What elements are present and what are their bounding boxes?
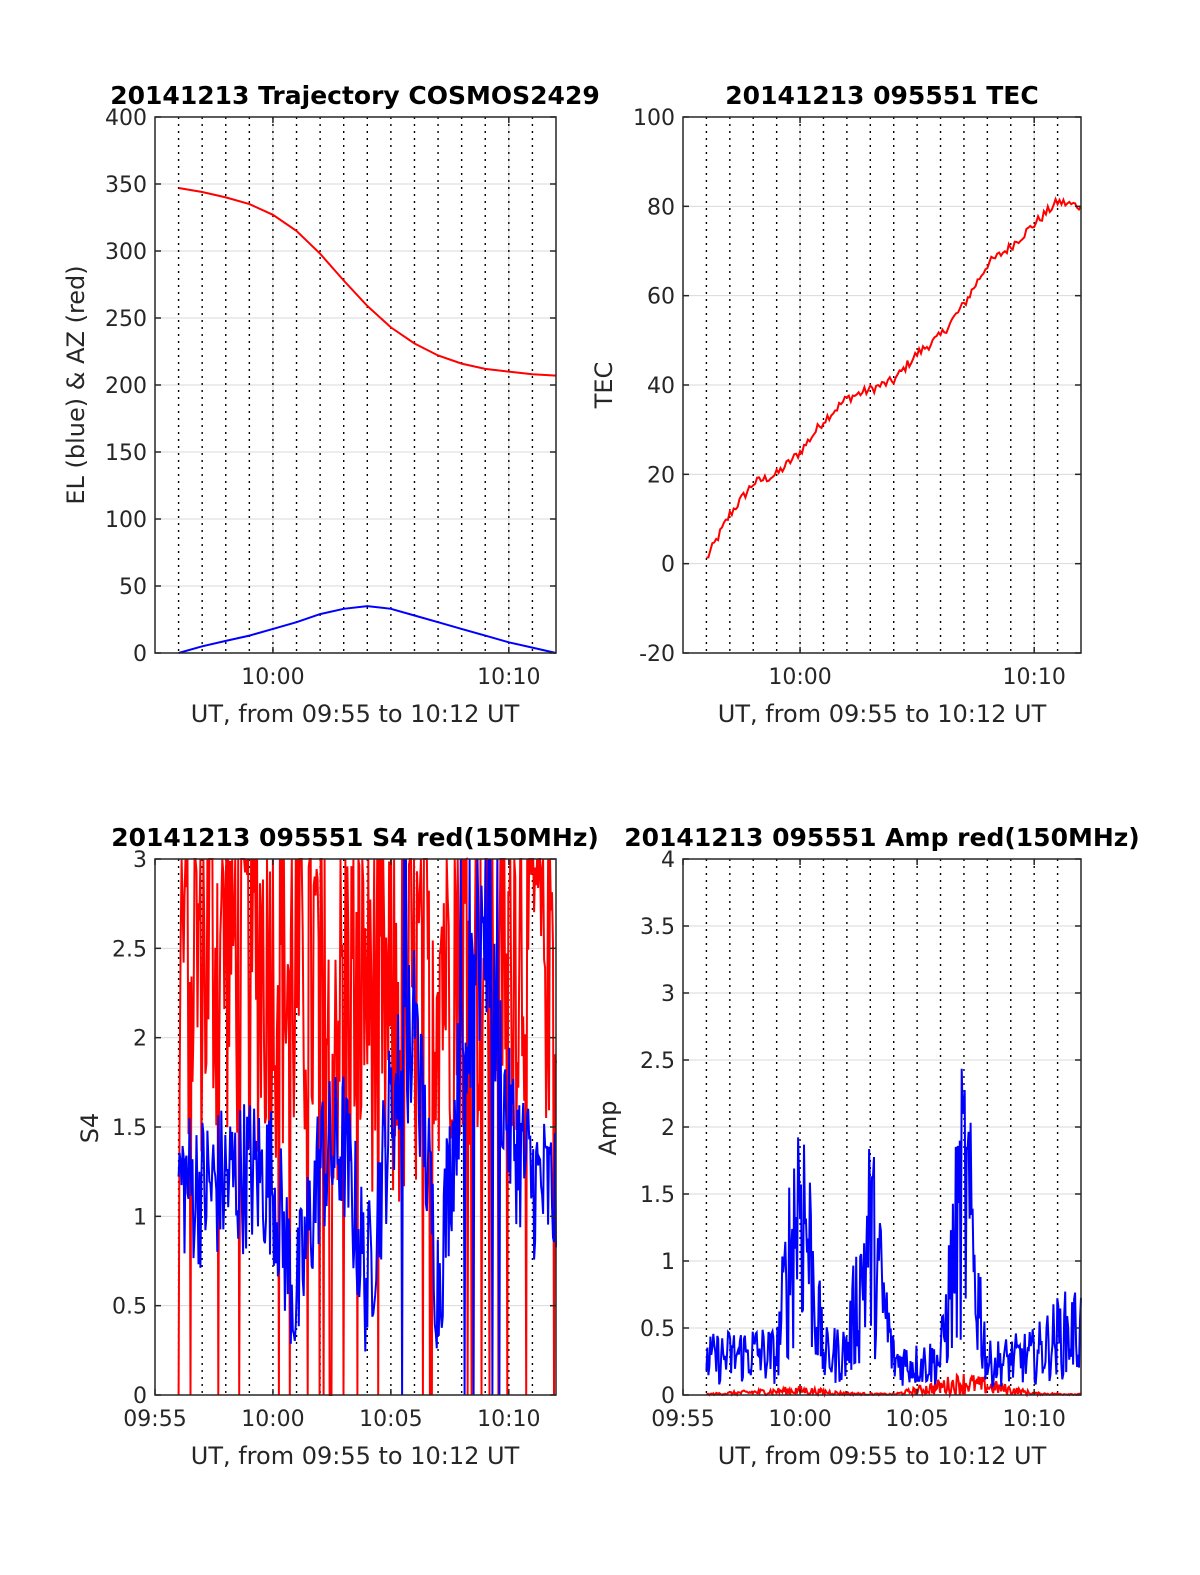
y-tick-label: 80 xyxy=(647,195,675,220)
panel-s4-ylabel: S4 xyxy=(76,1113,104,1144)
y-tick-label: 60 xyxy=(647,285,675,310)
panel-tec-xlabel: UT, from 09:55 to 10:12 UT xyxy=(718,700,1047,728)
y-tick-label: 350 xyxy=(105,173,147,198)
panel-trajectory-ylabel: EL (blue) & AZ (red) xyxy=(62,265,90,504)
panel-trajectory-title: 20141213 Trajectory COSMOS2429 xyxy=(110,81,600,110)
x-tick-label: 10:10 xyxy=(1002,665,1065,690)
y-tick-label: 1 xyxy=(133,1205,147,1230)
panel-tec-title: 20141213 095551 TEC xyxy=(725,81,1038,110)
y-tick-label: 2 xyxy=(133,1027,147,1052)
y-tick-label: 20 xyxy=(647,463,675,488)
y-tick-label: 0 xyxy=(661,553,675,578)
x-tick-label: 10:10 xyxy=(1002,1407,1065,1432)
x-tick-label: 10:05 xyxy=(359,1407,422,1432)
series-line-red xyxy=(705,1372,1082,1399)
panel-amp: 20141213 095551 Amp red(150MHz) UT, from… xyxy=(594,823,1140,1470)
x-tick-label: 10:00 xyxy=(241,1407,304,1432)
y-tick-label: 1 xyxy=(661,1250,675,1275)
panel-tec: 20141213 095551 TEC UT, from 09:55 to 10… xyxy=(590,81,1082,728)
series-line-blue xyxy=(178,605,557,654)
y-tick-label: 2 xyxy=(661,1116,675,1141)
y-tick-label: 300 xyxy=(105,240,147,265)
panel-trajectory: 20141213 Trajectory COSMOS2429 UT, from … xyxy=(62,81,600,728)
panel-amp-xlabel: UT, from 09:55 to 10:12 UT xyxy=(718,1442,1047,1470)
x-tick-label: 10:10 xyxy=(477,1407,540,1432)
y-tick-label: 50 xyxy=(119,575,147,600)
y-tick-label: 4 xyxy=(661,848,675,873)
x-tick-label: 10:00 xyxy=(241,665,304,690)
y-tick-label: 1.5 xyxy=(112,1116,147,1141)
panel-s4-axes: 0 0.5 1 1.5 2 2.5 3 09:55 10:00 10:05 10:10 xyxy=(112,848,557,1432)
panel-amp-ylabel: Amp xyxy=(594,1100,622,1155)
panel-tec-ylabel: TEC xyxy=(590,362,618,410)
panel-amp-axes: 0 0.5 1 1.5 2 2.5 3 3.5 4 09:55 10:00 10:05 10:10 xyxy=(640,848,1082,1432)
panel-s4: 20141213 095551 S4 red(150MHz) UT, from … xyxy=(76,823,599,1470)
y-tick-label: 150 xyxy=(105,441,147,466)
panel-s4-xlabel: UT, from 09:55 to 10:12 UT xyxy=(191,1442,520,1470)
panel-tec-axes: -20 0 20 40 60 80 100 10:00 10:10 xyxy=(633,106,1082,690)
y-tick-label: 200 xyxy=(105,374,147,399)
y-tick-label: 0.5 xyxy=(112,1295,147,1320)
y-tick-label: 2.5 xyxy=(112,937,147,962)
y-tick-label: -20 xyxy=(639,642,675,667)
y-tick-label: 100 xyxy=(633,106,675,131)
y-tick-label: 3.5 xyxy=(640,915,675,940)
panel-trajectory-axes: 0 50 100 150 200 250 300 350 400 10:00 10:10 xyxy=(105,106,557,690)
series-line-blue xyxy=(177,858,557,1396)
x-tick-label: 10:10 xyxy=(477,665,540,690)
panel-trajectory-xlabel: UT, from 09:55 to 10:12 UT xyxy=(191,700,520,728)
y-tick-label: 40 xyxy=(647,374,675,399)
series-line-red xyxy=(178,187,557,377)
y-tick-label: 3 xyxy=(661,982,675,1007)
y-tick-label: 3 xyxy=(133,848,147,873)
panel-s4-title: 20141213 095551 S4 red(150MHz) xyxy=(111,823,599,852)
y-tick-label: 250 xyxy=(105,307,147,332)
series-line-red xyxy=(706,196,1082,559)
y-tick-label: 400 xyxy=(105,106,147,131)
y-tick-label: 0 xyxy=(133,642,147,667)
y-tick-label: 0 xyxy=(661,1384,675,1409)
y-tick-label: 1.5 xyxy=(640,1183,675,1208)
y-tick-label: 0.5 xyxy=(640,1317,675,1342)
y-tick-label: 0 xyxy=(133,1384,147,1409)
y-tick-label: 100 xyxy=(105,508,147,533)
x-tick-label: 10:05 xyxy=(885,1407,948,1432)
x-tick-label: 10:00 xyxy=(768,665,831,690)
series-line-blue xyxy=(705,1068,1082,1390)
y-tick-label: 2.5 xyxy=(640,1049,675,1074)
panel-amp-title: 20141213 095551 Amp red(150MHz) xyxy=(624,823,1140,852)
x-tick-label: 09:55 xyxy=(651,1407,714,1432)
x-tick-label: 09:55 xyxy=(123,1407,186,1432)
x-tick-label: 10:00 xyxy=(768,1407,831,1432)
